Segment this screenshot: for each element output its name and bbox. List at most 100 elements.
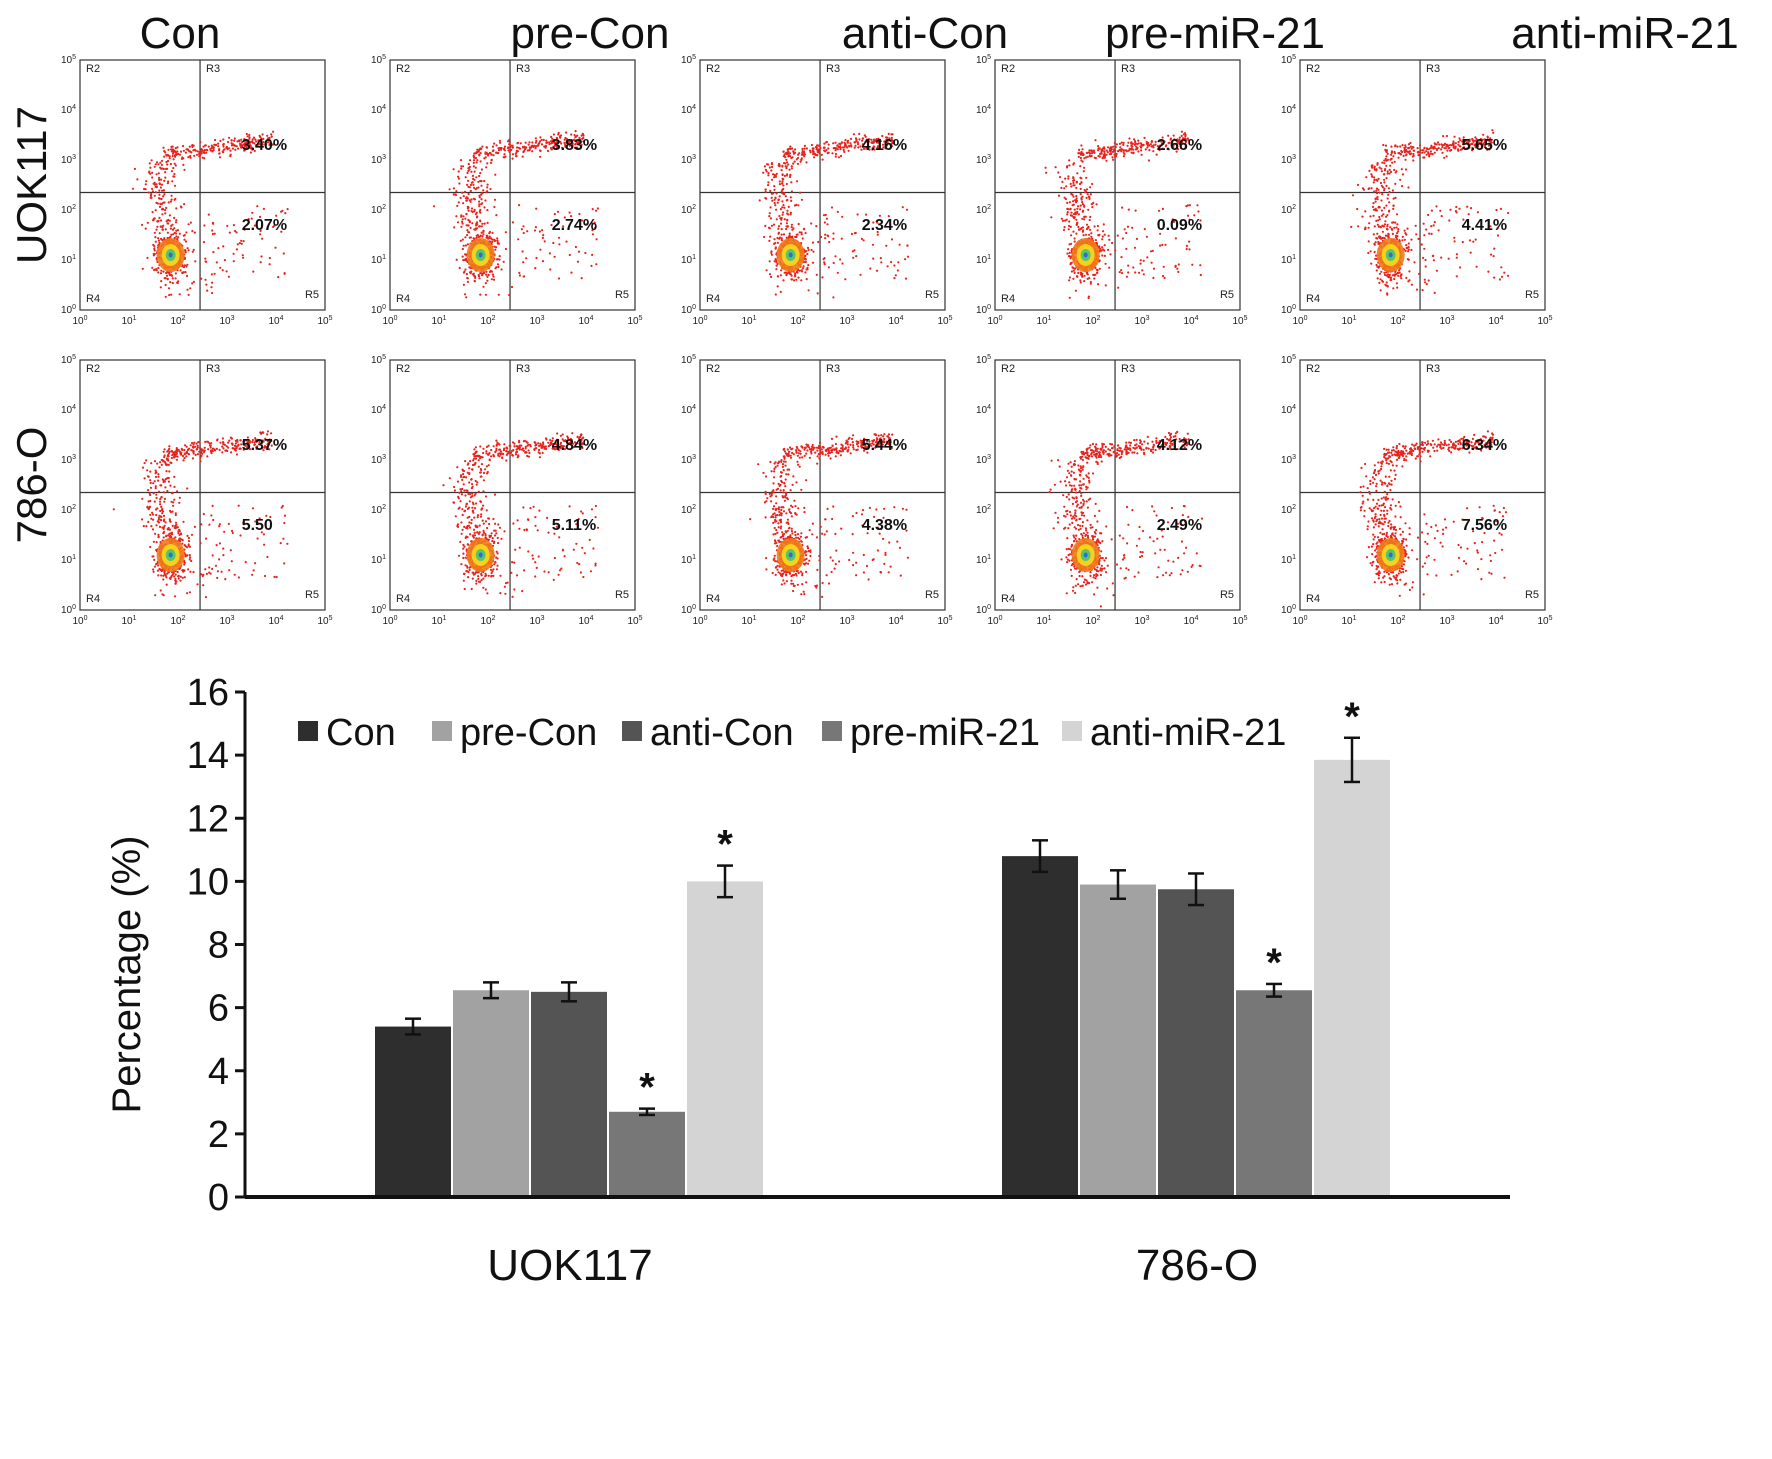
scatter-point <box>770 251 773 254</box>
scatter-point <box>1370 164 1373 168</box>
scatter-point <box>202 241 206 244</box>
scatter-point <box>890 145 894 148</box>
scatter-point <box>511 157 514 160</box>
scatter-point <box>151 511 154 514</box>
scatter-point <box>1196 204 1199 207</box>
scatter-point <box>207 145 210 148</box>
scatter-point <box>183 203 186 206</box>
scatter-point <box>157 479 160 482</box>
scatter-point <box>1410 248 1413 252</box>
scatter-point <box>787 148 790 151</box>
scatter-point <box>166 154 170 157</box>
scatter-point <box>551 141 554 144</box>
scatter-point <box>548 252 552 255</box>
scatter-point <box>157 237 160 240</box>
scatter-point <box>157 172 160 175</box>
scatter-point <box>175 523 178 527</box>
scatter-point <box>1108 149 1111 152</box>
scatter-point <box>500 268 503 271</box>
scatter-point <box>199 141 202 144</box>
scatter-point <box>1072 176 1075 180</box>
scatter-point <box>165 583 168 586</box>
scatter-point <box>574 143 577 146</box>
scatter-point <box>487 237 490 240</box>
scatter-point <box>1378 215 1381 219</box>
scatter-point <box>491 231 494 234</box>
scatter-point <box>239 144 242 147</box>
scatter-point <box>865 147 868 150</box>
scatter-point <box>1133 246 1137 249</box>
y-tick-label: 102 <box>681 204 696 216</box>
scatter-point <box>168 273 171 276</box>
scatter-point <box>1395 213 1399 216</box>
scatter-point <box>795 158 798 161</box>
scatter-point <box>199 150 203 153</box>
scatter-point <box>776 236 779 240</box>
scatter-point <box>157 239 160 242</box>
scatter-point <box>1425 150 1428 153</box>
scatter-point <box>1440 215 1443 218</box>
scatter-point <box>553 255 556 258</box>
scatter-point <box>157 266 160 270</box>
scatter-point <box>1086 277 1089 280</box>
scatter-point <box>1386 225 1389 228</box>
scatter-point <box>788 234 791 237</box>
scatter-point <box>470 170 473 173</box>
scatter-point <box>1139 142 1143 145</box>
scatter-point <box>542 234 545 237</box>
scatter-point <box>1103 152 1106 155</box>
scatter-point <box>192 280 195 283</box>
scatter-point <box>458 266 461 270</box>
scatter-point <box>1395 282 1398 285</box>
scatter-point <box>471 174 475 177</box>
scatter-point <box>548 141 551 144</box>
scatter-point <box>162 578 165 581</box>
scatter-point <box>473 170 476 173</box>
scatter-point <box>792 162 795 165</box>
scatter-point <box>259 261 262 264</box>
scatter-point <box>570 133 573 136</box>
scatter-point <box>1096 224 1099 228</box>
quadrant-upper-right-value: 2.66% <box>1157 137 1202 154</box>
scatter-point <box>515 146 519 149</box>
y-tick-label: 105 <box>61 354 76 366</box>
scatter-point <box>155 228 158 231</box>
scatter-point <box>174 272 177 275</box>
scatter-point <box>570 215 573 218</box>
scatter-point <box>795 270 799 273</box>
scatter-point <box>174 573 177 576</box>
scatter-point <box>153 565 157 568</box>
scatter-point <box>1105 153 1108 156</box>
scatter-point <box>574 136 577 139</box>
scatter-point <box>862 143 865 146</box>
scatter-point <box>482 285 485 288</box>
scatter-point <box>1373 178 1376 182</box>
scatter-point <box>834 149 837 152</box>
scatter-point <box>1407 242 1410 245</box>
scatter-point <box>164 574 167 577</box>
scatter-point <box>498 139 501 142</box>
scatter-point <box>286 208 289 211</box>
scatter-point <box>476 223 479 226</box>
scatter-point <box>1403 229 1406 232</box>
scatter-point <box>189 156 192 159</box>
scatter-point <box>1118 142 1121 145</box>
scatter-point <box>871 148 874 151</box>
scatter-point <box>836 144 839 147</box>
scatter-point <box>1469 207 1473 210</box>
scatter-point <box>166 182 169 185</box>
scatter-point <box>191 250 194 253</box>
scatter-point <box>790 190 794 193</box>
scatter-point <box>256 143 259 146</box>
scatter-point <box>181 144 185 148</box>
y-tick-label: 100 <box>976 304 991 316</box>
scatter-point <box>233 139 236 142</box>
scatter-point <box>1115 152 1118 156</box>
scatter-point <box>1421 289 1424 292</box>
scatter-point <box>832 296 835 299</box>
scatter-point <box>1429 152 1433 155</box>
scatter-point <box>1072 203 1075 206</box>
scatter-point <box>1081 217 1084 220</box>
scatter-point <box>1096 269 1099 272</box>
scatter-point <box>235 248 238 251</box>
